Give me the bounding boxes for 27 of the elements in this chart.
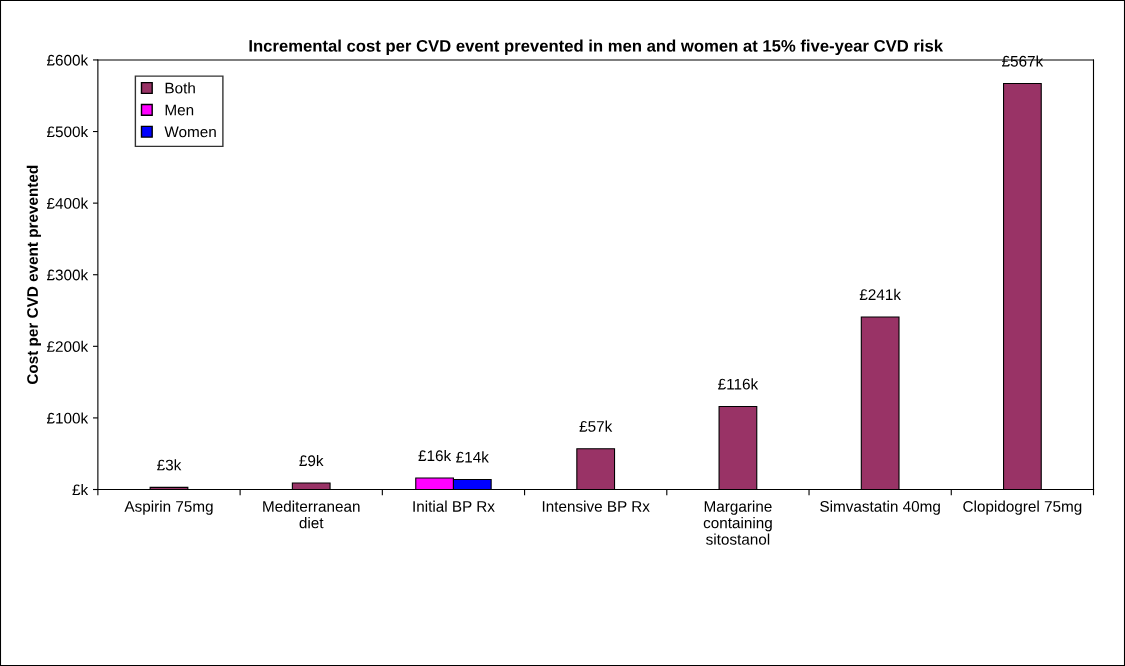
data-label: £9k <box>299 454 324 467</box>
data-label: £116k <box>718 378 759 390</box>
x-tick-label: Mediterranean diet <box>263 500 360 529</box>
data-label: £567k <box>1002 55 1044 67</box>
y-tick-label: £k <box>72 483 89 496</box>
legend-label: Men <box>165 104 194 116</box>
data-label: £241k <box>859 288 901 300</box>
y-tick-label: £100k <box>46 412 89 424</box>
x-tick-label: Margarine containing sitostanol <box>703 500 772 545</box>
data-label: £16k <box>418 449 452 462</box>
data-label: £57k <box>579 420 613 432</box>
x-tick-label: Intensive BP Rx <box>542 500 650 512</box>
x-tick-label: Clopidogrel 75mg <box>963 500 1082 515</box>
chart-title: Incremental cost per CVD event prevented in men and women at 15% five-year CVD risk <box>249 39 944 56</box>
y-tick-label: £500k <box>46 126 89 138</box>
x-tick-label: Aspirin 75mg <box>124 500 213 515</box>
x-tick-label: Initial BP Rx <box>413 500 495 512</box>
y-axis-title: Cost per CVD event prevented <box>26 165 41 385</box>
data-label: £14k <box>456 451 489 463</box>
y-tick-label: £200k <box>46 340 89 353</box>
legend-label: Both <box>165 82 195 94</box>
x-tick-label: Simvastatin 40mg <box>820 500 940 515</box>
y-tick-label: £300k <box>46 269 89 281</box>
legend-label: Women <box>164 126 216 138</box>
data-label: £3k <box>157 459 182 471</box>
y-tick-label: £400k <box>46 197 89 209</box>
y-tick-label: £600k <box>46 54 89 66</box>
